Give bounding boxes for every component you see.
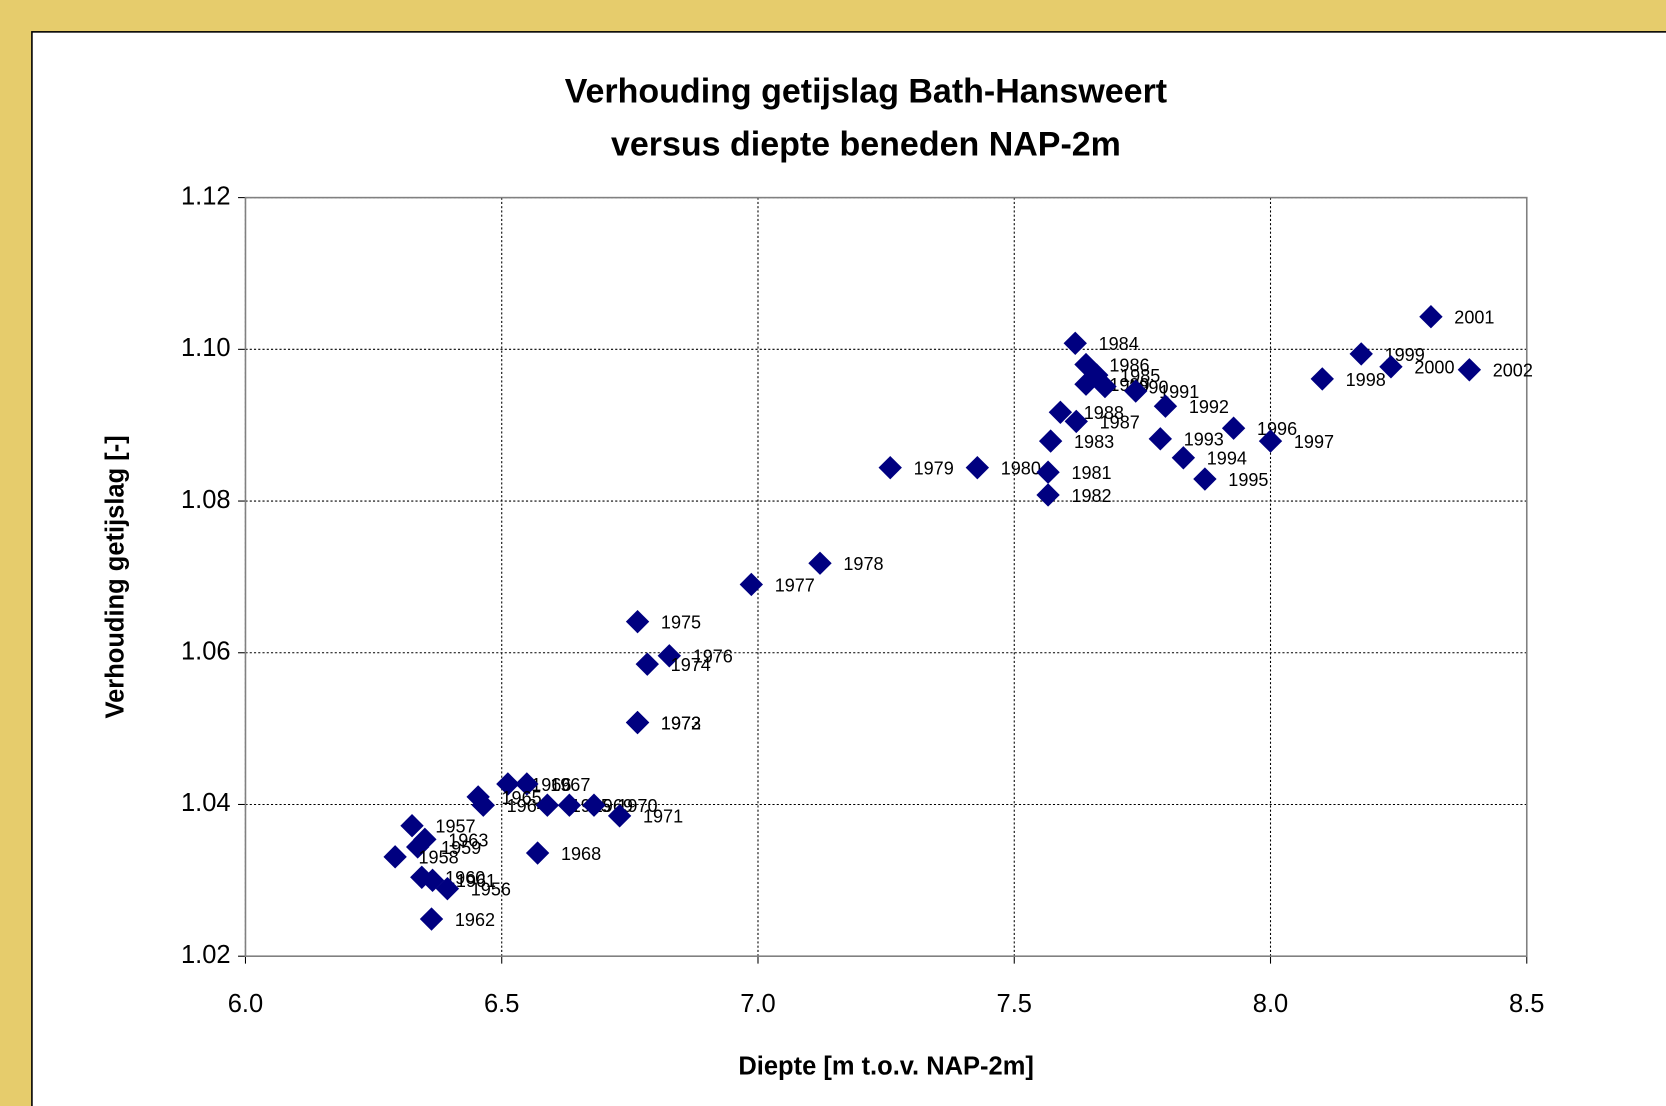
- point-label: 1978: [843, 554, 883, 574]
- point-label: 1972: [661, 713, 701, 733]
- point: [535, 793, 560, 817]
- point-label: 1976: [693, 647, 733, 667]
- point-label: 1981: [1071, 463, 1111, 483]
- point-label: 1987: [1100, 412, 1140, 432]
- point-label: 1973: [661, 713, 701, 733]
- plot-area: [244, 196, 1528, 957]
- point: [1093, 374, 1117, 399]
- point-label: 1961: [456, 871, 496, 891]
- point: [435, 876, 460, 901]
- point: [515, 772, 539, 796]
- point-label: 1992: [1189, 397, 1229, 417]
- point: [1148, 427, 1173, 451]
- x-tick-label: 8.5: [1509, 990, 1544, 1018]
- y-tick-label: 1.08: [181, 486, 231, 514]
- y-tick-label: 1.06: [181, 637, 231, 665]
- point-label: 1958: [419, 848, 459, 868]
- point-label: 2002: [1493, 361, 1533, 381]
- chart-title: versus diepte beneden NAP-2m: [611, 126, 1121, 164]
- point-label: 1983: [1074, 432, 1114, 452]
- point: [400, 814, 424, 838]
- point: [1258, 429, 1283, 453]
- x-tick-label: 7.0: [740, 990, 775, 1018]
- point: [1310, 367, 1334, 391]
- point-label: 1957: [435, 817, 475, 837]
- point-label: 2001: [1454, 308, 1494, 328]
- point-label: 2000: [1414, 358, 1454, 378]
- point: [1379, 355, 1403, 379]
- point-label: 1998: [1346, 370, 1386, 390]
- point: [1457, 358, 1482, 382]
- point-label: 1988: [1084, 403, 1124, 423]
- point-label: 1993: [1184, 430, 1224, 450]
- point-label: 1977: [775, 575, 815, 595]
- point: [525, 841, 550, 865]
- point-label: 1974: [671, 655, 711, 675]
- point-label: 1971: [643, 807, 683, 827]
- x-tick-label: 7.5: [997, 990, 1032, 1018]
- y-axis-label: Verhouding getijslag [-]: [102, 435, 130, 718]
- point-label: 1984: [1099, 334, 1139, 354]
- point: [808, 551, 832, 575]
- point: [1171, 446, 1196, 470]
- point: [1038, 429, 1063, 453]
- point-label: 1962: [455, 910, 495, 930]
- point-label: 1997: [1294, 432, 1334, 452]
- point-label: 1960: [445, 868, 485, 888]
- point: [582, 793, 606, 817]
- point-label: 1959: [441, 838, 481, 858]
- point-label: 1968: [561, 844, 601, 864]
- point-label: 1985: [1120, 366, 1160, 386]
- y-tick-label: 1.02: [181, 941, 231, 969]
- point: [625, 609, 650, 634]
- point-label: 1956: [471, 880, 511, 900]
- y-tick-label: 1.12: [181, 182, 231, 210]
- y-tick-label: 1.10: [181, 334, 231, 362]
- point-label: 1970: [617, 796, 657, 816]
- point: [739, 572, 764, 597]
- point-label: 1963: [448, 830, 488, 850]
- y-tick-label: 1.04: [181, 789, 231, 817]
- point: [557, 793, 582, 817]
- point-label: 1975: [661, 613, 701, 633]
- point-label: 1979: [914, 459, 954, 479]
- x-tick-label: 6.5: [484, 990, 519, 1018]
- x-tick-label: 8.0: [1253, 990, 1288, 1018]
- point: [635, 652, 659, 676]
- point-label: 1967: [550, 775, 590, 795]
- point: [496, 772, 520, 796]
- point-label: 1965: [502, 788, 542, 808]
- chart-panel: [31, 31, 1666, 1106]
- x-axis-label: Diepte [m t.o.v. NAP-2m]: [738, 1052, 1033, 1080]
- point: [657, 644, 682, 668]
- point-label: 1994: [1207, 449, 1247, 469]
- point-label: 1995: [1228, 470, 1268, 490]
- point-label: 1966: [531, 775, 571, 795]
- x-tick-label: 6.0: [228, 990, 263, 1018]
- point-label: 1982: [1071, 486, 1111, 506]
- point-label: 1991: [1159, 382, 1199, 402]
- point: [1074, 372, 1098, 396]
- point: [1153, 394, 1178, 418]
- point-label: 1964: [507, 796, 547, 816]
- chart-title: Verhouding getijslag Bath-Hansweert: [565, 72, 1167, 110]
- point-label: 1986: [1109, 355, 1149, 375]
- point-label: 1980: [1001, 459, 1041, 479]
